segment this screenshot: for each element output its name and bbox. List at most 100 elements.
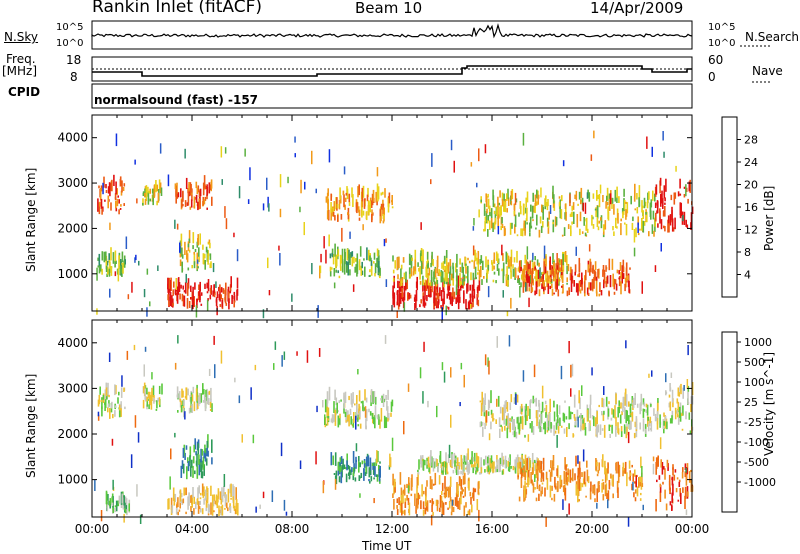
power-scatter-cell [453,160,455,173]
velocity-scatter-cell [316,405,318,413]
velocity-echo-cell [200,448,202,463]
power-echo-cell [525,207,527,214]
velocity-echo-cell [379,465,381,478]
cpid-program: normalsound (fast) -157 [94,93,259,107]
power-echo-cell [433,280,436,285]
velocity-echo-cell [639,498,642,501]
velocity-colorbar-label: -500 [744,456,769,469]
power-echo-cell [541,272,543,276]
power-echo-cell [465,299,467,310]
power-scatter-cell [431,153,433,167]
power-echo-cell [369,201,371,213]
velocity-echo-cell [457,484,459,497]
power-echo-cell [120,260,123,274]
power-echo-cell [460,281,463,285]
power-echo-cell [362,185,365,198]
power-echo-cell [615,217,617,228]
velocity-echo-cell [431,456,433,468]
velocity-echo-cell [353,412,355,423]
velocity-ytick-label: 3000 [57,381,88,395]
velocity-echo-cell [189,446,192,457]
velocity-echo-cell [545,412,547,418]
velocity-echo-cell [339,462,341,466]
velocity-echo-cell [647,416,649,421]
power-echo-cell [181,261,183,273]
power-echo-cell [664,226,666,232]
velocity-echo-cell [205,507,208,512]
power-echo-cell [358,259,361,271]
power-echo-cell [179,259,182,267]
power-echo-cell [477,250,480,264]
velocity-scatter-cell [137,432,140,443]
velocity-scatter-cell [543,423,545,430]
power-echo-cell [510,190,513,200]
power-echo-cell [403,287,406,301]
power-echo-cell [415,290,418,302]
power-echo-cell [661,190,663,204]
velocity-echo-cell [569,411,572,420]
power-scatter-cell [287,176,289,184]
velocity-scatter-cell [534,474,536,482]
velocity-echo-cell [114,410,116,417]
velocity-echo-cell [393,481,395,495]
velocity-echo-cell [666,459,669,468]
power-echo-cell [147,192,150,205]
power-echo-cell [342,190,345,196]
power-echo-cell [419,253,422,262]
power-scatter-cell [663,151,665,158]
velocity-echo-cell [505,400,507,407]
xaxis-label: Time UT [362,539,412,553]
power-echo-cell [420,299,422,304]
power-echo-cell [195,181,198,189]
power-echo-cell [218,294,221,301]
power-echo-cell [204,260,206,270]
power-echo-cell [503,226,506,237]
velocity-echo-cell [115,500,118,512]
power-echo-cell [613,204,615,215]
power-echo-cell [573,211,575,224]
power-echo-cell [167,294,169,301]
power-echo-cell [687,198,689,204]
velocity-echo-cell [564,400,566,403]
power-echo-cell [218,286,220,292]
velocity-scatter-cell [541,385,544,399]
velocity-scatter-cell [577,455,579,464]
power-echo-cell [538,289,541,297]
power-echo-cell [499,206,501,217]
power-echo-cell [407,293,409,301]
power-echo-cell [567,264,570,272]
power-echo-cell [686,224,689,228]
power-echo-cell [330,202,332,213]
power-echo-cell [440,290,443,302]
velocity-echo-cell [520,459,523,470]
velocity-echo-cell [589,487,592,500]
velocity-echo-cell [371,413,374,420]
velocity-scatter-cell [208,368,211,376]
velocity-echo-cell [168,498,170,510]
velocity-scatter-cell [591,367,593,376]
power-echo-cell [556,262,559,270]
velocity-echo-cell [221,487,223,499]
velocity-echo-cell [619,414,622,424]
velocity-echo-cell [501,407,504,421]
power-echo-cell [413,266,415,273]
velocity-echo-cell [183,487,185,496]
power-echo-cell [364,266,366,277]
power-echo-cell [393,295,396,308]
power-echo-cell [609,275,612,288]
power-echo-cell [492,222,494,232]
power-echo-cell [372,189,375,202]
velocity-scatter-cell [94,479,96,491]
velocity-echo-cell [690,404,692,413]
velocity-echo-cell [529,408,531,420]
velocity-echo-cell [657,398,659,403]
power-scatter-cell [319,265,322,274]
power-echo-cell [629,267,631,270]
power-echo-cell [646,211,648,223]
velocity-scatter-cell [632,481,634,491]
velocity-echo-cell [426,461,429,465]
power-scatter-cell [472,245,475,256]
velocity-echo-region [330,451,381,485]
velocity-scatter-cell [651,370,653,377]
velocity-echo-cell [444,476,446,489]
